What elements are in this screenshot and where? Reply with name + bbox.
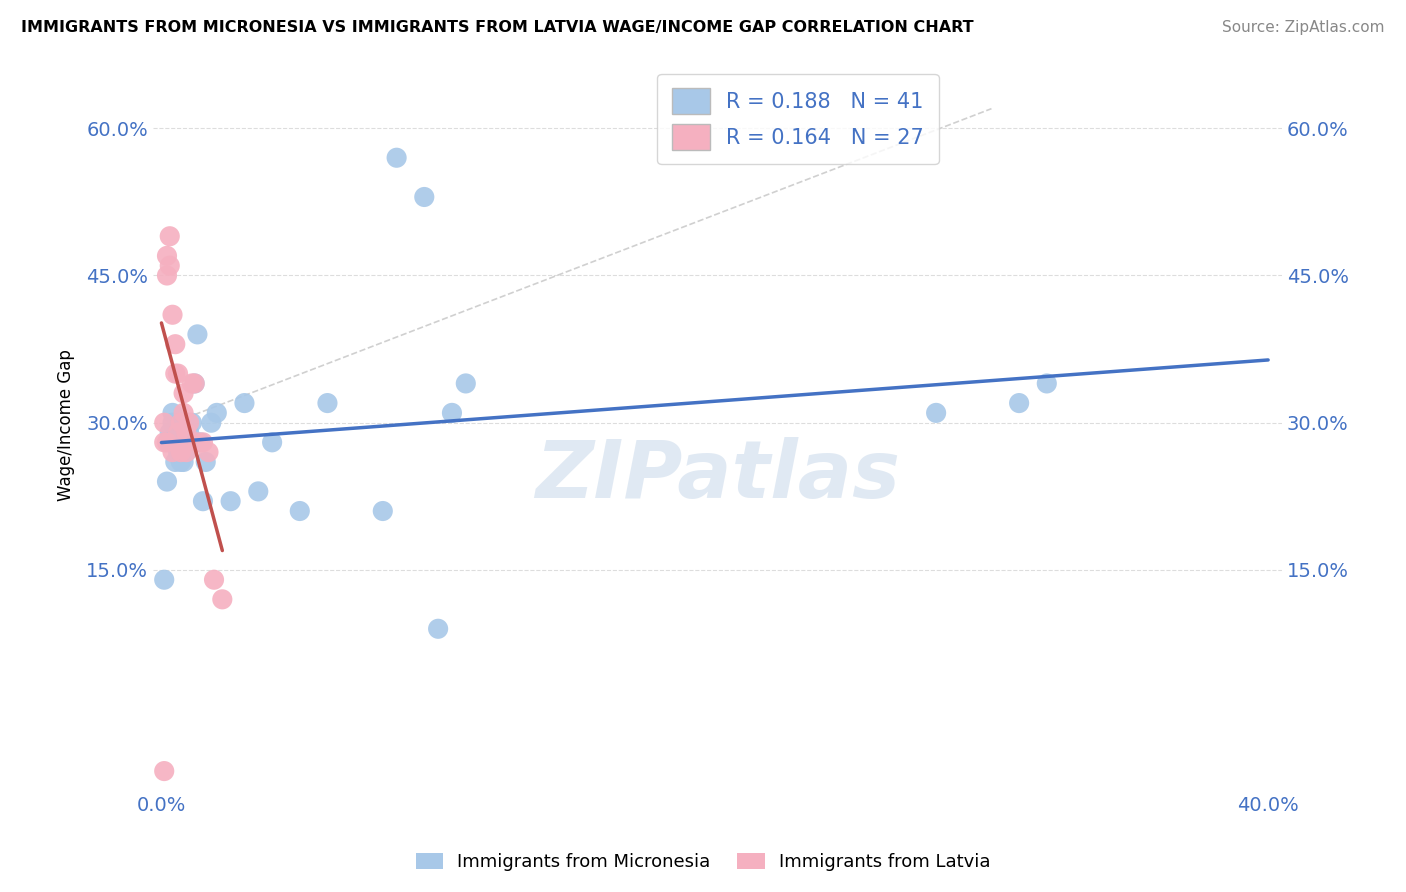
Text: ZIPatlas: ZIPatlas [536,437,900,516]
Point [288,504,311,518]
Point [427,622,450,636]
Point [162,406,184,420]
Point [247,484,270,499]
Point [925,406,948,420]
Point [176,435,198,450]
Point [371,504,394,518]
Legend: Immigrants from Micronesia, Immigrants from Latvia: Immigrants from Micronesia, Immigrants f… [408,846,998,879]
Point [197,445,219,459]
Point [211,592,233,607]
Point [156,475,179,489]
Point [167,367,190,381]
Point [191,435,214,450]
Point [233,396,256,410]
Point [176,425,198,440]
Point [167,445,190,459]
Point [188,435,211,450]
Point [183,376,205,391]
Text: IMMIGRANTS FROM MICRONESIA VS IMMIGRANTS FROM LATVIA WAGE/INCOME GAP CORRELATION: IMMIGRANTS FROM MICRONESIA VS IMMIGRANTS… [21,20,974,35]
Point [162,445,184,459]
Point [191,494,214,508]
Point [186,435,208,450]
Point [180,376,202,391]
Point [413,190,436,204]
Point [153,573,176,587]
Point [162,416,184,430]
Point [440,406,463,420]
Point [162,308,184,322]
Point [156,249,179,263]
Point [170,445,193,459]
Point [165,455,187,469]
Point [165,425,187,440]
Point [165,367,187,381]
Point [262,435,284,450]
Point [179,425,201,440]
Point [159,425,181,440]
Legend: R = 0.188   N = 41, R = 0.164   N = 27: R = 0.188 N = 41, R = 0.164 N = 27 [658,74,939,164]
Point [180,416,202,430]
Point [194,455,217,469]
Point [170,455,193,469]
Point [159,229,181,244]
Point [202,573,225,587]
Point [159,259,181,273]
Point [205,406,228,420]
Point [1008,396,1031,410]
Point [186,327,208,342]
Point [153,435,176,450]
Point [170,416,193,430]
Point [1036,376,1059,391]
Point [173,425,195,440]
Point [159,435,181,450]
Point [156,435,179,450]
Point [219,494,242,508]
Point [156,268,179,283]
Point [183,376,205,391]
Point [385,151,408,165]
Point [170,416,193,430]
Point [153,764,176,778]
Point [173,406,195,420]
Point [167,435,190,450]
Point [176,445,198,459]
Text: Source: ZipAtlas.com: Source: ZipAtlas.com [1222,20,1385,35]
Point [176,445,198,459]
Point [179,416,201,430]
Point [167,425,190,440]
Point [170,445,193,459]
Y-axis label: Wage/Income Gap: Wage/Income Gap [58,349,75,501]
Point [165,337,187,351]
Point [316,396,339,410]
Point [173,386,195,401]
Point [200,416,222,430]
Point [173,455,195,469]
Point [153,416,176,430]
Point [454,376,477,391]
